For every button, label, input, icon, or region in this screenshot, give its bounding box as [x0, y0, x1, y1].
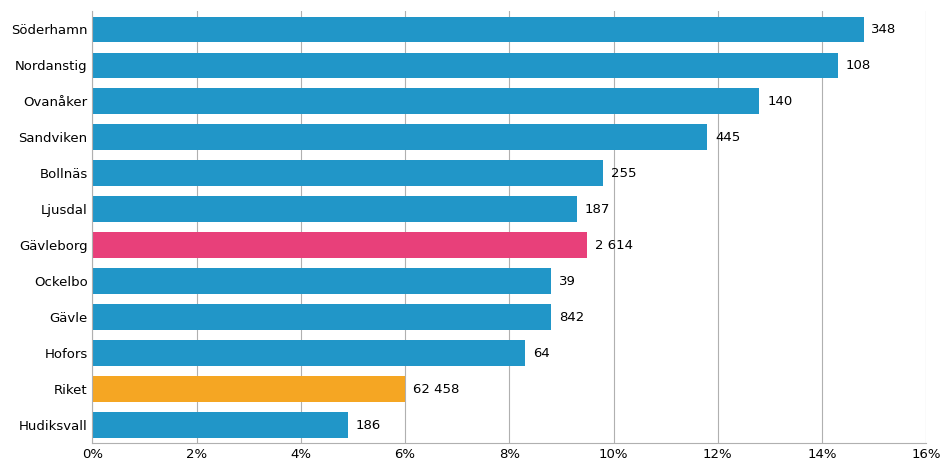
Text: 842: 842 — [559, 311, 585, 323]
Bar — [92, 340, 525, 366]
Text: 108: 108 — [845, 59, 871, 72]
Bar — [92, 304, 551, 329]
Text: 348: 348 — [871, 23, 897, 35]
Text: 187: 187 — [585, 202, 610, 216]
Text: 64: 64 — [533, 346, 549, 360]
Bar — [92, 125, 707, 150]
Bar — [92, 88, 760, 114]
Text: 445: 445 — [715, 131, 741, 143]
Text: 2 614: 2 614 — [595, 238, 633, 252]
Text: 62 458: 62 458 — [413, 382, 459, 396]
Bar — [92, 17, 863, 42]
Bar — [92, 160, 604, 185]
Text: 186: 186 — [356, 419, 381, 431]
Text: 39: 39 — [559, 275, 576, 287]
Bar — [92, 269, 551, 294]
Bar — [92, 233, 587, 258]
Text: 140: 140 — [767, 94, 792, 108]
Text: 255: 255 — [611, 167, 636, 179]
Bar — [92, 52, 838, 78]
Bar — [92, 377, 406, 402]
Bar — [92, 196, 577, 222]
Bar — [92, 413, 347, 438]
